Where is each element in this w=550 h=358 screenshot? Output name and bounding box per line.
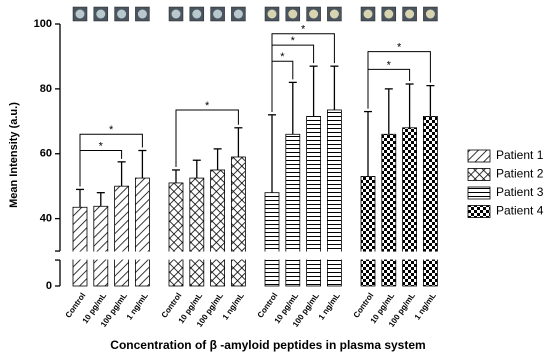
- sample-thumbnail-spot: [233, 9, 243, 19]
- significance-label: *: [205, 100, 210, 112]
- significance-label: *: [99, 140, 104, 152]
- y-tick-label: 80: [40, 83, 52, 95]
- x-tick-label: 1 ng/mL: [413, 291, 438, 321]
- y-tick-label: 40: [40, 213, 52, 225]
- sample-thumbnail-spot: [329, 9, 339, 19]
- significance-bracket: [175, 109, 239, 167]
- x-axis-title: Concentration of β -amyloid peptides in …: [110, 338, 425, 352]
- sample-thumbnail-spot: [75, 9, 85, 19]
- legend-label: Patient 1: [496, 148, 544, 162]
- x-tick-label: 1 ng/mL: [125, 291, 150, 321]
- legend-label: Patient 3: [496, 185, 544, 199]
- axis-break-gap: [62, 251, 452, 260]
- bar: [264, 192, 280, 287]
- bar: [285, 133, 301, 287]
- significance-bracket: [79, 133, 143, 187]
- sample-thumbnail-spot: [267, 9, 277, 19]
- sample-thumbnail-spot: [171, 9, 181, 19]
- bar: [326, 109, 342, 287]
- significance-bracket: [79, 150, 123, 187]
- sample-thumbnail-spot: [363, 9, 373, 19]
- bar: [381, 133, 397, 287]
- y-tick-label: 60: [40, 148, 52, 160]
- x-tick-label: 1 ng/mL: [221, 291, 246, 321]
- significance-label: *: [301, 24, 306, 36]
- sample-thumbnail-spot: [309, 9, 319, 19]
- significance-label: *: [291, 35, 296, 47]
- bar: [422, 116, 438, 287]
- legend-label: Patient 2: [496, 167, 544, 181]
- sample-thumbnail-spot: [405, 9, 415, 19]
- legend-swatch: [467, 149, 491, 163]
- sample-thumbnail-spot: [137, 9, 147, 19]
- bar: [93, 205, 109, 287]
- legend-swatch: [467, 168, 491, 181]
- legend-swatch: [467, 205, 491, 218]
- sample-thumbnail-spot: [192, 9, 202, 19]
- significance-bracket: [367, 68, 411, 109]
- bar: [402, 127, 418, 287]
- significance-label: *: [280, 51, 285, 63]
- significance-label: *: [109, 124, 114, 136]
- legend-swatch: [467, 186, 491, 200]
- y-axis-title: Mean Intensity (a.u.): [8, 102, 20, 208]
- bar: [210, 169, 226, 287]
- sample-thumbnail-spot: [213, 9, 223, 19]
- bar: [168, 182, 184, 287]
- sample-thumbnail-spot: [384, 9, 394, 19]
- significance-label: *: [387, 59, 392, 71]
- sample-thumbnail-spot: [96, 9, 106, 19]
- bar: [134, 177, 150, 287]
- sample-thumbnail-spot: [425, 9, 435, 19]
- y-tick-label: 0: [46, 280, 52, 292]
- bar: [230, 156, 246, 287]
- y-tick-label: 100: [34, 18, 52, 30]
- sample-thumbnail-spot: [117, 9, 127, 19]
- bar: [72, 206, 88, 287]
- legend-label: Patient 4: [496, 204, 544, 218]
- x-tick-label: 1 ng/mL: [317, 291, 342, 321]
- sample-thumbnail-spot: [288, 9, 298, 19]
- bar: [114, 185, 129, 287]
- significance-bracket: [367, 51, 431, 109]
- bar: [360, 176, 376, 287]
- bar: [306, 116, 322, 287]
- significance-bracket: [271, 60, 294, 112]
- significance-label: *: [397, 41, 402, 53]
- bar: [189, 177, 205, 287]
